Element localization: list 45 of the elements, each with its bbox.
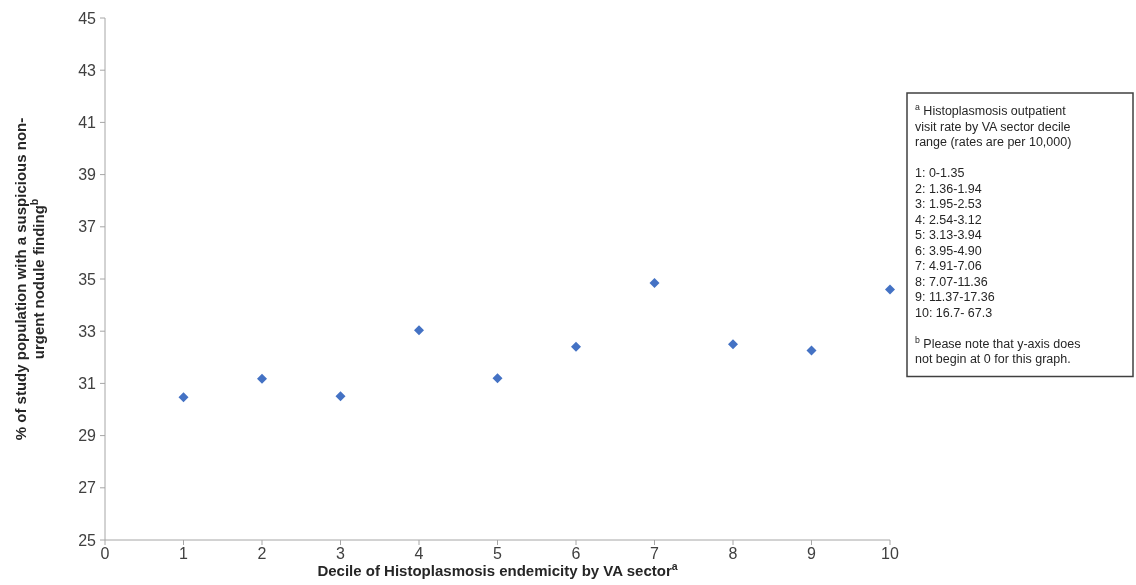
text: 5: 3.13-3.94 <box>915 228 982 243</box>
x-tick-label: 7 <box>650 545 660 562</box>
point <box>414 325 424 336</box>
text: 2: 1.36-1.94 <box>915 181 982 196</box>
y-tick-label: 31 <box>78 375 97 392</box>
y-tick-label: 27 <box>78 479 97 497</box>
y-tick-label: 33 <box>78 322 97 340</box>
point <box>257 373 267 384</box>
y-tick-label: 35 <box>78 270 97 288</box>
text: 3: 1.95-2.53 <box>915 197 982 212</box>
text: 9: 11.37-17.36 <box>915 290 995 305</box>
text: $^{b}$ Please note that y-axis does not begin at 0 for this graph. <box>915 334 1081 367</box>
x-tick-label: 9 <box>807 545 817 562</box>
y-tick-label: 41 <box>78 114 97 131</box>
point <box>571 341 581 352</box>
text: 7: 4.91-7.06 <box>915 259 982 274</box>
text: 1: 0-1.35 <box>915 166 965 181</box>
x-tick-label: 4 <box>414 545 424 562</box>
text: 6: 3.95-4.90 <box>915 243 982 258</box>
x-tick-label: 1 <box>179 545 189 562</box>
x-tick-label: 0 <box>100 545 110 562</box>
x-tick-label: 10 <box>881 545 899 562</box>
x-tick-label: 5 <box>493 545 503 562</box>
x-tick-label: 3 <box>336 545 346 562</box>
x-axis-title: Decile of Histoplasmosis endemicity by VA sector$^{a}$ <box>317 560 678 580</box>
point <box>728 339 738 350</box>
text: $^{a}$ Histoplasmosis outpatient visit rate by VA sector decile range (rates are per 10,000) <box>915 102 1072 150</box>
point <box>492 373 503 384</box>
x-tick-label: 8 <box>728 545 738 562</box>
y-tick-label: 45 <box>78 9 97 27</box>
point <box>178 392 189 403</box>
point <box>335 391 346 402</box>
point <box>806 345 817 356</box>
y-tick-label: 39 <box>78 166 97 184</box>
text: 4: 2.54-3.12 <box>915 212 982 227</box>
point <box>649 277 660 288</box>
text: 8: 7.07-11.36 <box>915 274 988 289</box>
y-tick-label: 25 <box>78 531 97 549</box>
x-tick-label: 6 <box>571 545 581 562</box>
y-tick-label: 43 <box>78 61 97 79</box>
x-tick-label: 2 <box>257 545 267 562</box>
text: 10: 16.7- 67.3 <box>915 305 993 320</box>
y-tick-label: 29 <box>78 427 97 445</box>
y-tick-label: 37 <box>78 218 97 236</box>
point <box>885 284 895 295</box>
